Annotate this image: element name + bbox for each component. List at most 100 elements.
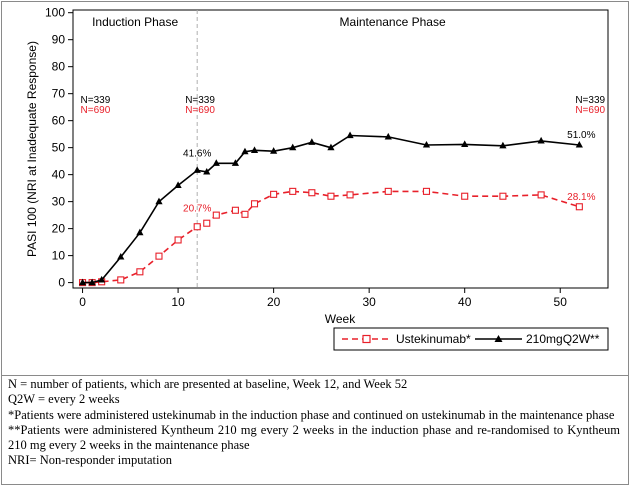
data-point-ustekinumab (308, 189, 316, 197)
y-tick-label: 100 (45, 6, 65, 20)
data-point-210mgq2w (537, 136, 545, 144)
data-point-ustekinumab (250, 200, 259, 208)
y-tick-label: 10 (52, 249, 66, 263)
n-label-red: N=690 (81, 105, 111, 116)
data-point-210mgq2w (78, 278, 87, 286)
data-point-210mgq2w (289, 143, 297, 151)
data-point-210mgq2w (327, 143, 335, 151)
data-point-210mgq2w (88, 278, 96, 286)
x-tick-label: 30 (362, 295, 376, 309)
line-chart: 0 10 20 30 40 50 60 70 80 90 100 0 10 20 30 40 50 PASI … (25, 6, 609, 351)
data-point-ustekinumab (289, 187, 297, 195)
y-tick-label: 20 (52, 222, 66, 236)
data-point-ustekinumab (499, 192, 507, 200)
data-point-210mgq2w (136, 228, 144, 236)
data-point-ustekinumab (155, 252, 163, 260)
n-label-black: N=339 (575, 95, 605, 106)
y-tick-label: 90 (52, 33, 66, 47)
data-point-210mgq2w (384, 132, 392, 140)
y-tick-label: 30 (52, 195, 66, 209)
y-tick-label: 70 (52, 87, 66, 101)
data-point-210mgq2w (212, 159, 220, 166)
series-line-1 (82, 134, 580, 284)
data-point-210mgq2w (499, 141, 507, 149)
data-point-ustekinumab (212, 211, 220, 219)
y-tick-label: 50 (52, 141, 66, 155)
y-tick-label: 0 (58, 276, 65, 290)
maintenance-phase-label: Maintenance Phase (340, 15, 446, 29)
n-label-black: N=339 (185, 95, 215, 106)
data-point-ustekinumab (575, 203, 583, 211)
data-point-ustekinumab (241, 210, 249, 218)
footnote-ustekinumab: *Patients were administered ustekinumab … (8, 407, 615, 422)
legend-label-ustekinumab: Ustekinumab* (396, 332, 471, 346)
footnote-kyntheum: **Patients were administered Kyntheum 21… (8, 422, 620, 453)
induction-phase-label: Induction Phase (92, 15, 178, 29)
y-tick-label: 80 (52, 60, 66, 74)
x-tick-label: 50 (554, 295, 568, 309)
x-tick-label: 20 (267, 295, 281, 309)
data-point-ustekinumab (193, 223, 201, 231)
data-point-ustekinumab (422, 187, 431, 195)
data-point-210mgq2w (174, 181, 182, 189)
y-tick-label: 40 (52, 168, 66, 182)
footnote-q2w-definition: Q2W = every 2 weeks (8, 392, 120, 407)
y-axis: 0 10 20 30 40 50 60 70 80 90 100 (45, 6, 73, 290)
legend-item-ustekinumab: Ustekinumab* (342, 332, 471, 346)
y-tick-label: 60 (52, 114, 66, 128)
value-label: 41.6% (183, 148, 211, 159)
data-point-210mgq2w (270, 147, 278, 154)
data-point-ustekinumab (384, 187, 392, 195)
n-label-black: N=339 (81, 95, 111, 106)
value-annotations: 41.6% 20.7% 51.0% 28.1% (183, 130, 596, 215)
data-point-210mgq2w (241, 147, 249, 155)
data-point-ustekinumab (203, 219, 211, 227)
footnote-divider (1, 375, 629, 376)
value-label: 28.1% (567, 192, 595, 203)
data-point-ustekinumab (537, 191, 545, 199)
legend-box (333, 327, 609, 351)
data-point-ustekinumab (136, 268, 144, 276)
data-point-ustekinumab (461, 192, 469, 200)
n-label-red: N=690 (575, 105, 605, 116)
data-point-210mgq2w (250, 146, 259, 153)
data-point-210mgq2w (346, 131, 354, 139)
footnotes: N = number of patients, which are presen… (8, 377, 620, 469)
series-layer (78, 131, 583, 287)
y-axis-label: PASI 100 (NRI at Inadequate Response) (25, 41, 39, 257)
data-point-210mgq2w (575, 140, 583, 148)
x-tick-label: 40 (458, 295, 472, 309)
data-point-210mgq2w (461, 140, 469, 148)
data-point-210mgq2w (193, 166, 201, 173)
x-axis: 0 10 20 30 40 50 (79, 288, 567, 309)
value-label: 20.7% (183, 204, 211, 215)
data-point-210mgq2w (308, 138, 316, 145)
data-point-ustekinumab (231, 206, 239, 214)
x-tick-label: 10 (171, 295, 185, 309)
data-point-210mgq2w (155, 197, 163, 205)
data-point-ustekinumab (270, 190, 278, 198)
data-point-210mgq2w (231, 159, 240, 166)
legend: Ustekinumab* 210mgQ2W** (333, 327, 609, 351)
plot-area (72, 9, 609, 289)
data-point-ustekinumab (174, 236, 182, 244)
n-label-red: N=690 (185, 105, 215, 116)
data-point-210mgq2w (203, 167, 211, 175)
footnote-nri-definition: NRI= Non-responder imputation (8, 453, 172, 468)
legend-item-210mgq2w: 210mgQ2W** (475, 332, 600, 346)
legend-marker-ustekinumab (362, 334, 371, 344)
data-point-ustekinumab (117, 276, 125, 284)
value-label: 51.0% (567, 130, 595, 141)
data-point-ustekinumab (327, 192, 335, 200)
data-point-210mgq2w (117, 252, 125, 260)
x-axis-label: Week (325, 312, 356, 326)
legend-label-210mgq2w: 210mgQ2W** (526, 332, 600, 346)
data-point-ustekinumab (346, 191, 354, 199)
footnote-n-definition: N = number of patients, which are presen… (8, 377, 408, 391)
x-tick-label: 0 (79, 295, 86, 309)
data-point-210mgq2w (98, 275, 106, 283)
legend-marker-210mgq2w (494, 335, 503, 342)
data-point-210mgq2w (422, 140, 431, 148)
